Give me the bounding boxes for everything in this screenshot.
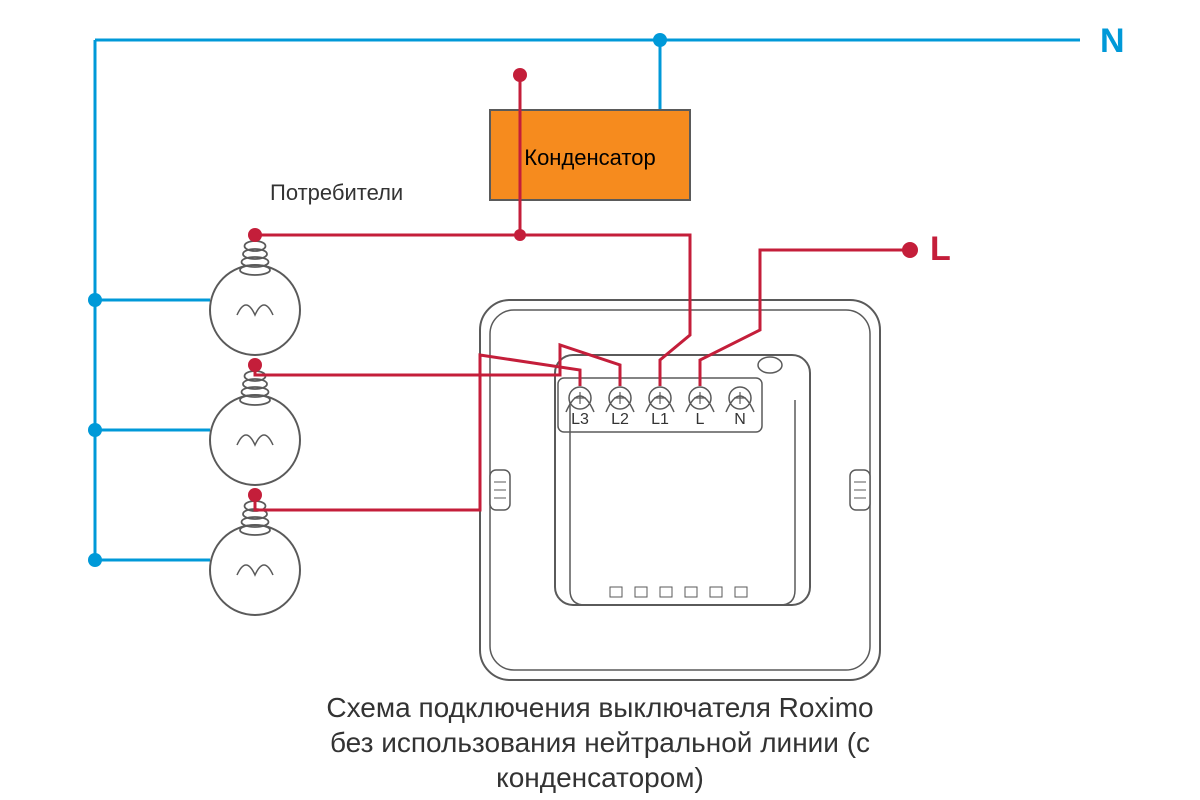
label-L: L [930,230,951,268]
consumers-label: Потребители [270,180,403,205]
bulb-2 [88,358,300,485]
wiring-diagram: N Конденсатор Потребители L3 L2 L1 L N L [0,0,1200,800]
caption-line-2: без использования нейтральной линии (с [0,725,1200,760]
terminal-label-N: N [734,411,746,428]
terminal-label-L1: L1 [651,411,669,428]
caption-line-1: Схема подключения выключателя Roximo [0,690,1200,725]
bulb-3 [88,488,300,615]
capacitor-label: Конденсатор [524,145,655,170]
terminal-label-L3: L3 [571,411,589,428]
terminal-label-L2: L2 [611,411,629,428]
label-N: N [1100,22,1125,60]
bulb-1 [88,228,300,355]
caption-line-3: конденсатором) [0,760,1200,795]
caption: Схема подключения выключателя Roximo без… [0,690,1200,795]
junction-L [902,242,918,258]
terminal-label-L: L [696,411,705,428]
switch-device: L3 L2 L1 L N [480,300,880,680]
